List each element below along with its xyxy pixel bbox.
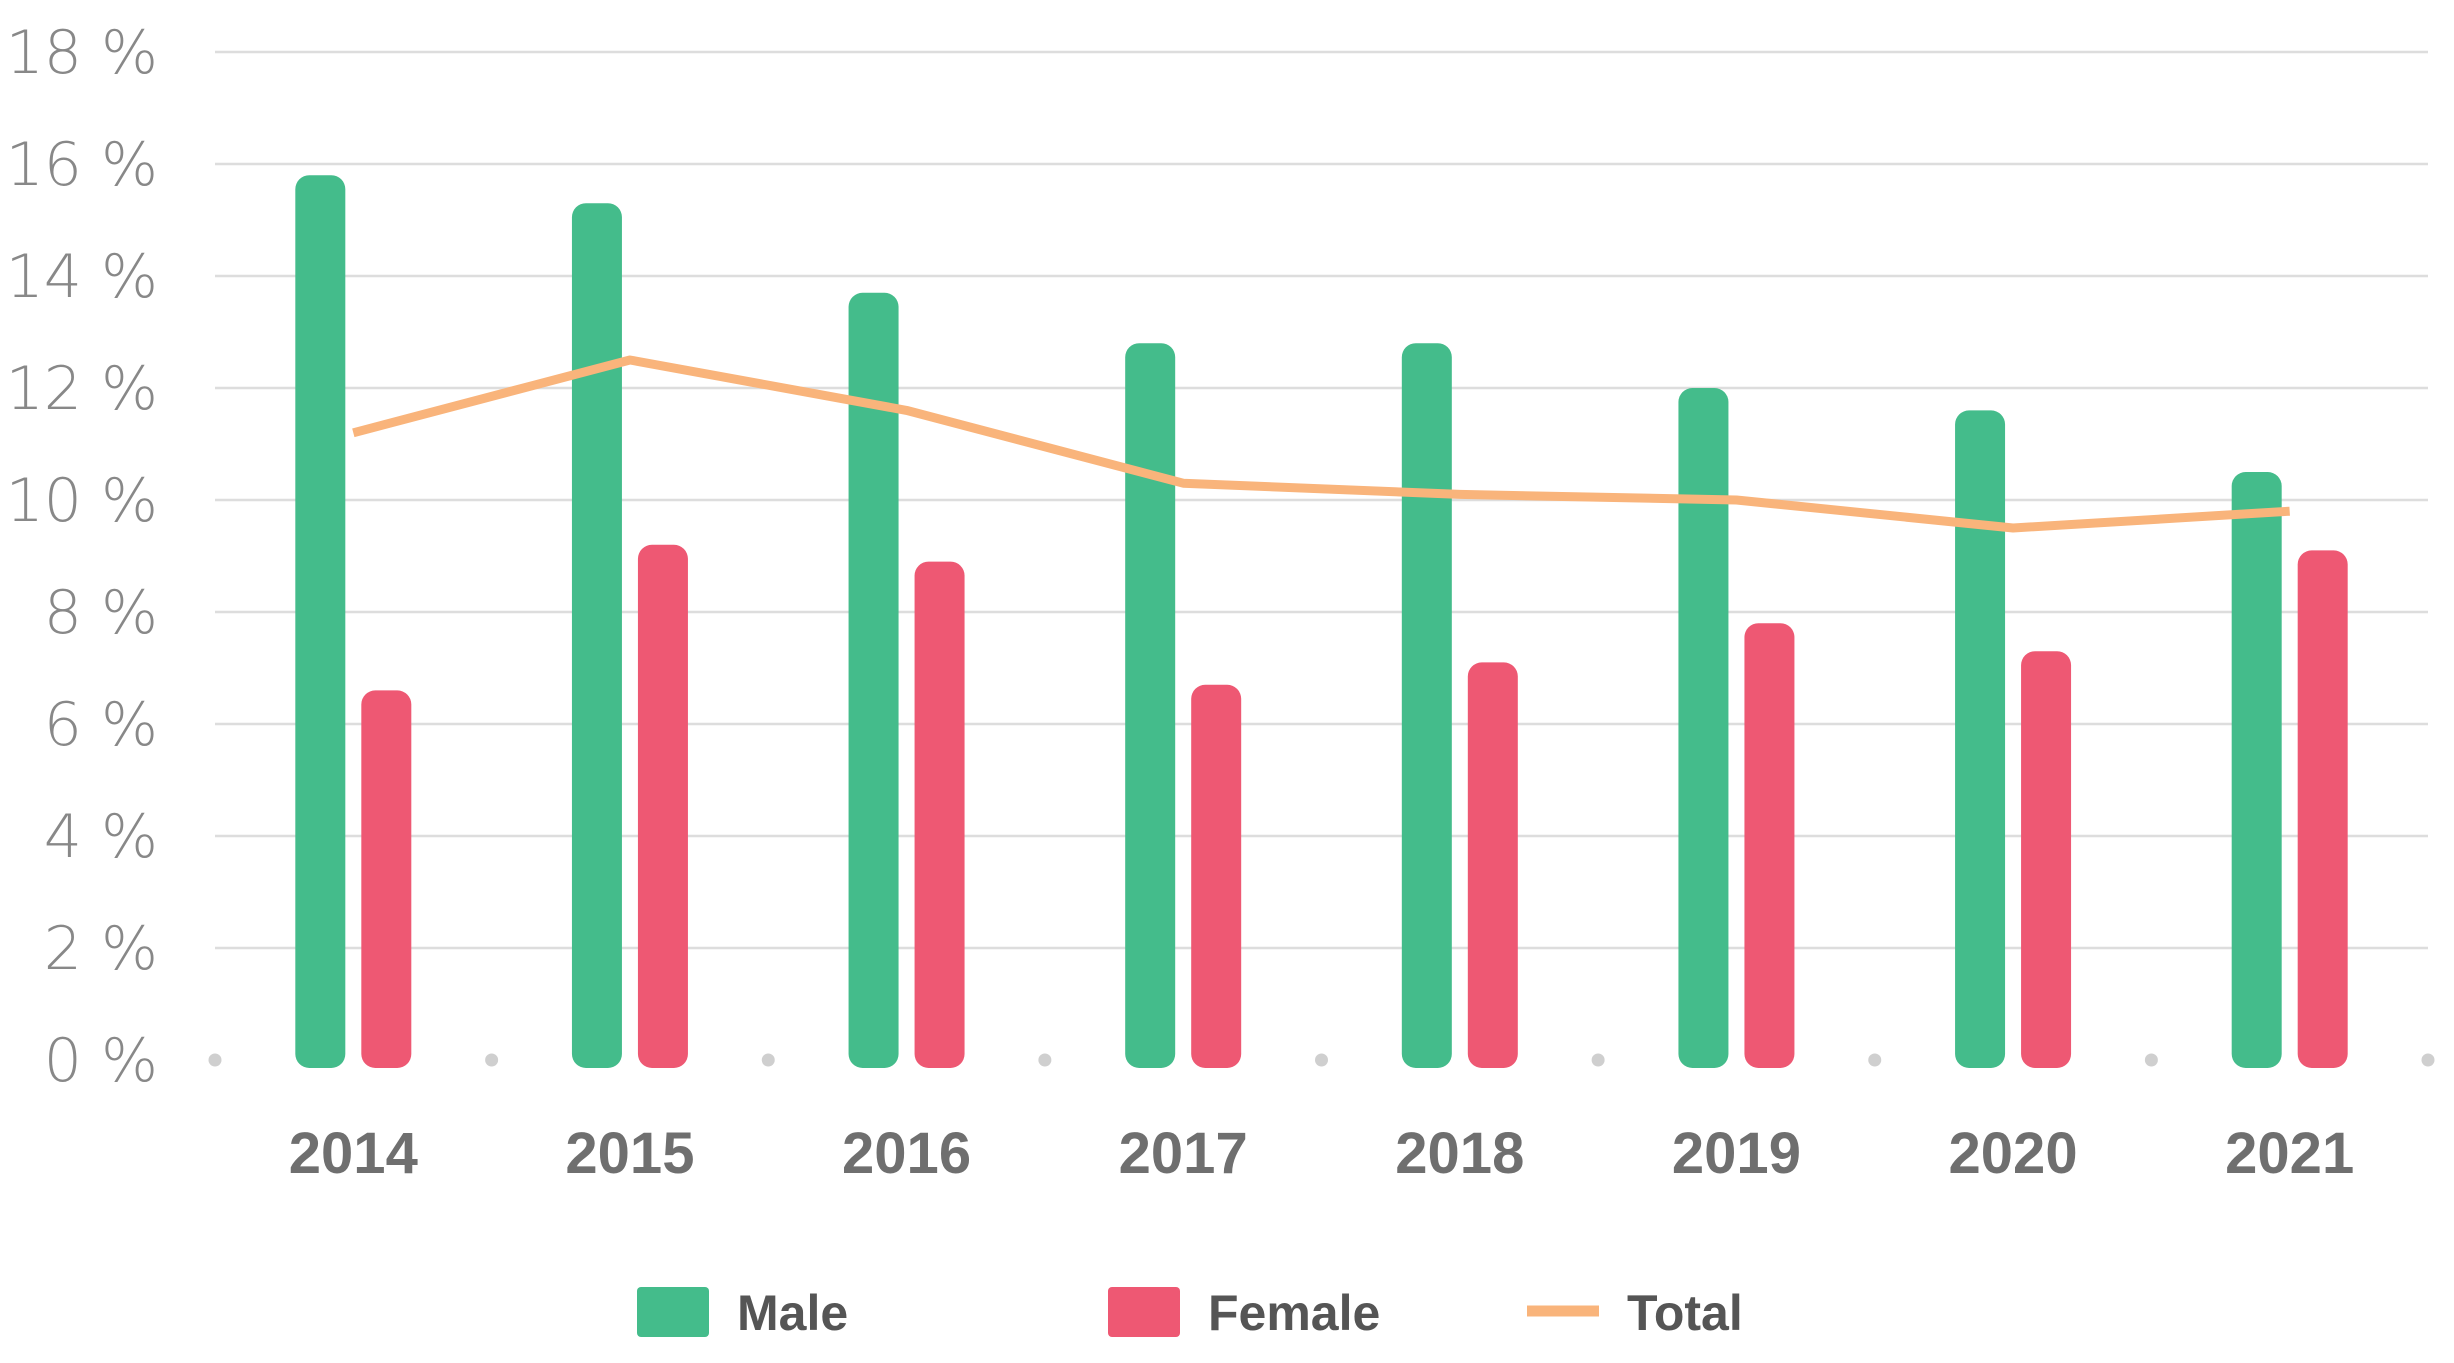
bar-female-2018	[1467, 662, 1518, 1068]
y-tick-label: 0 %	[44, 1026, 158, 1096]
bar-female-2016	[914, 561, 965, 1068]
axis-dot	[1315, 1053, 1328, 1067]
legend-label: Male	[737, 1285, 848, 1341]
bar-female-2015	[637, 544, 688, 1068]
x-axis-dots	[208, 1053, 2435, 1067]
bar-female-2021	[2297, 550, 2348, 1068]
x-tick-label: 2017	[1119, 1121, 1248, 1186]
axis-dot	[1591, 1053, 1605, 1067]
legend-label: Female	[1208, 1285, 1380, 1341]
bars	[295, 175, 2348, 1068]
y-tick-label: 8 %	[44, 578, 158, 648]
bar-female-2020	[2021, 651, 2072, 1068]
total-line	[352, 355, 2290, 533]
x-axis-tick-labels: 2014 2015 2016 2017 2018 2019 2020 2021	[289, 1121, 2354, 1186]
bar-female-2019	[1744, 623, 1795, 1068]
bar-male-2020	[1955, 410, 2006, 1068]
legend-item-male: Male	[637, 1285, 848, 1341]
y-axis-tick-labels: 0 % 2 % 4 % 6 % 8 % 10 % 12 % 14 % 16 % 18 %	[6, 18, 158, 1096]
bar-male-2014	[295, 175, 346, 1068]
legend-swatch	[637, 1287, 709, 1337]
axis-dot	[2144, 1053, 2158, 1067]
legend-item-total: Total	[1527, 1285, 1743, 1341]
bar-male-2021	[2231, 472, 2282, 1068]
y-tick-label: 14 %	[6, 242, 158, 312]
y-tick-label: 18 %	[6, 18, 158, 88]
y-tick-label: 10 %	[6, 466, 158, 536]
y-tick-label: 12 %	[6, 354, 158, 424]
x-tick-label: 2020	[1949, 1121, 2078, 1186]
axis-dot	[1038, 1053, 1052, 1067]
x-tick-label: 2021	[2225, 1121, 2354, 1186]
y-tick-label: 4 %	[44, 802, 158, 872]
legend-label: Total	[1627, 1285, 1743, 1341]
gridlines	[215, 50, 2428, 950]
x-tick-label: 2016	[842, 1121, 971, 1186]
bar-male-2016	[848, 292, 899, 1068]
bar-male-2018	[1401, 343, 1452, 1068]
legend-swatch	[1108, 1287, 1180, 1337]
axis-dot	[208, 1053, 222, 1067]
x-tick-label: 2015	[565, 1121, 694, 1186]
x-tick-label: 2019	[1672, 1121, 1801, 1186]
axis-dot	[485, 1053, 499, 1067]
bar-male-2015	[571, 203, 622, 1068]
x-tick-label: 2018	[1395, 1121, 1524, 1186]
axis-dot	[2421, 1053, 2435, 1067]
legend: Male Female Total	[637, 1285, 1743, 1341]
axis-dot	[1868, 1053, 1882, 1067]
y-tick-label: 2 %	[44, 914, 158, 984]
bar-female-2014	[361, 690, 412, 1068]
bar-female-2017	[1191, 684, 1242, 1068]
axis-dot	[761, 1053, 775, 1067]
y-tick-label: 16 %	[6, 130, 158, 200]
y-tick-label: 6 %	[44, 690, 158, 760]
line-total	[352, 355, 2290, 533]
legend-item-female: Female	[1108, 1285, 1380, 1341]
bar-male-2017	[1125, 343, 1176, 1068]
bar-male-2019	[1678, 388, 1729, 1068]
x-tick-label: 2014	[289, 1121, 418, 1186]
